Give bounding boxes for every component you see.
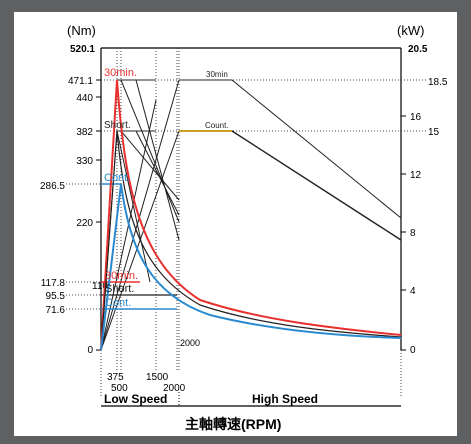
label-30min-low: 30min.	[105, 270, 138, 282]
right-axis-unit: (kW)	[397, 23, 424, 38]
right-tick-labels: 20.5 18.5 16 15 12 8 4 0	[408, 44, 448, 356]
left-tick-label: 220	[76, 218, 93, 229]
left-tick-label: 471.1	[68, 76, 93, 87]
torque-curve-short	[100, 130, 402, 351]
left-tick-label-110: 110	[92, 281, 108, 292]
power-line-continuous	[179, 130, 402, 241]
label-30min-high: 30min.	[104, 67, 137, 79]
left-tick-label: 71.6	[46, 305, 66, 316]
right-tick-label: 8	[410, 228, 416, 239]
left-tick-label: 117.8	[41, 278, 66, 289]
right-tick-label: 4	[410, 286, 416, 297]
right-tick-label: 16	[410, 112, 422, 123]
x-tick-labels: 375 500 1500 2000	[107, 372, 186, 394]
left-tick-label: 330	[76, 156, 93, 167]
right-tick-label: 20.5	[408, 44, 428, 55]
inner-2000-label: 2000	[180, 338, 200, 348]
region-low-speed: Low Speed	[104, 392, 167, 406]
left-ticks	[96, 79, 101, 351]
power-line-30min	[179, 79, 402, 219]
left-tick-label: 95.5	[46, 291, 66, 302]
right-tick-label: 15	[428, 127, 440, 138]
label-power-count: Count.	[205, 121, 229, 130]
right-tick-label: 0	[410, 345, 416, 356]
x-axis-title: 主軸轉速(RPM)	[185, 416, 281, 432]
torque-curve-30min	[100, 79, 402, 351]
region-high-speed: High Speed	[252, 392, 318, 406]
left-axis-unit: (Nm)	[67, 23, 96, 38]
torque-curve-cont	[100, 183, 402, 351]
x-tick-label: 1500	[146, 372, 169, 383]
left-tick-label: 286.5	[40, 181, 65, 192]
x-tick-label: 500	[111, 383, 128, 394]
right-ticks	[401, 115, 406, 351]
left-tick-label: 440	[76, 93, 93, 104]
left-tick-label: 382	[76, 127, 93, 138]
label-short-low: Short.	[105, 283, 134, 295]
right-tick-label: 12	[410, 170, 422, 181]
left-tick-label: 0	[87, 345, 93, 356]
label-cont-high: Cont.	[104, 172, 130, 184]
label-cont-low: Cont.	[105, 297, 131, 309]
label-power-30min: 30min	[206, 70, 228, 79]
x-tick-label: 375	[107, 372, 124, 383]
left-tick-label: 520.1	[70, 44, 95, 55]
label-short-high: Short.	[104, 120, 131, 131]
left-tick-labels: 520.1 471.1 440 382 330 286.5 220 117.8 …	[40, 44, 95, 356]
x-tick-label: 2000	[163, 383, 186, 394]
right-tick-label: 18.5	[428, 77, 448, 88]
